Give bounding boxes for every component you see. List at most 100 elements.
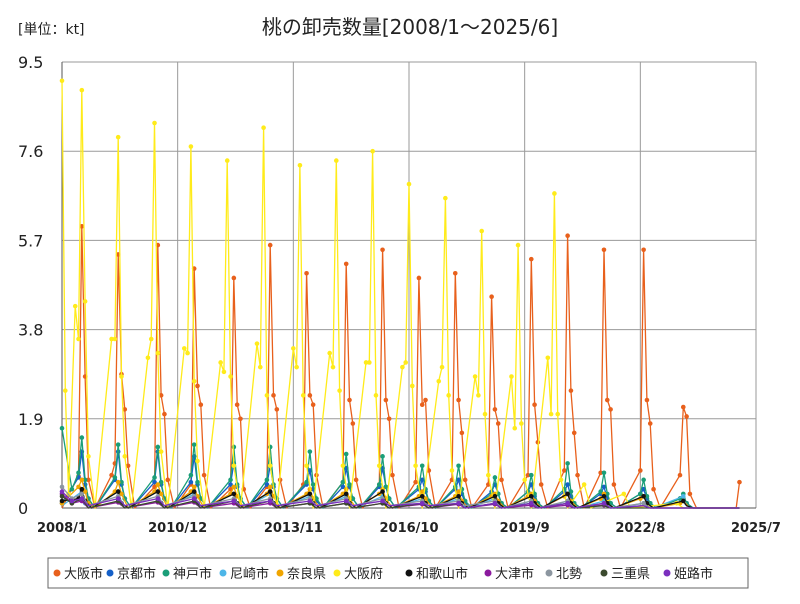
data-point [264, 482, 270, 487]
data-point [152, 479, 157, 485]
data-point [347, 482, 352, 487]
legend-marker [276, 569, 284, 577]
data-point [195, 383, 200, 389]
data-point [353, 477, 359, 483]
data-point [651, 486, 656, 492]
data-point [294, 364, 299, 370]
data-point [641, 477, 646, 483]
data-point [152, 475, 157, 480]
data-point [231, 498, 237, 504]
data-point [601, 470, 607, 476]
data-point [155, 444, 161, 450]
legend-marker [53, 569, 61, 577]
data-point [528, 493, 534, 499]
data-point [267, 498, 273, 504]
data-point [509, 374, 514, 379]
data-point [598, 489, 603, 494]
series-5 [59, 78, 740, 509]
data-point [155, 482, 161, 487]
y-tick-label: 5.7 [18, 231, 43, 250]
data-point [59, 498, 65, 504]
data-point [109, 472, 114, 478]
data-point [231, 484, 237, 490]
data-point [86, 454, 91, 459]
data-point [406, 181, 412, 187]
data-point [271, 393, 276, 398]
data-point [79, 87, 85, 93]
data-point [499, 477, 504, 483]
data-point [571, 430, 577, 436]
data-point [307, 491, 313, 497]
data-point [492, 493, 498, 499]
x-tick-label: 2013/11 [264, 521, 323, 536]
y-tick-label: 3.8 [18, 321, 43, 340]
data-point [495, 421, 501, 426]
data-point [641, 247, 646, 253]
data-point [155, 489, 161, 494]
legend-label: 大阪市 [64, 566, 103, 582]
data-point [525, 472, 531, 478]
legend-item: 大阪市 [53, 566, 103, 582]
data-point [79, 477, 85, 483]
legend-item: 尼崎市 [219, 566, 269, 582]
data-point [419, 493, 425, 499]
data-point [195, 479, 200, 485]
data-point [152, 120, 157, 126]
data-point [568, 489, 574, 494]
data-point [158, 479, 164, 485]
data-point [304, 270, 309, 276]
data-point [413, 479, 418, 485]
data-point [158, 491, 164, 497]
data-point [383, 484, 389, 490]
data-point [79, 486, 85, 492]
legend-item: 大阪府 [333, 567, 383, 582]
data-point [267, 444, 273, 450]
data-point [221, 369, 227, 375]
data-point [423, 397, 428, 403]
data-point [528, 501, 534, 506]
data-point [333, 158, 339, 163]
data-point [446, 393, 451, 398]
data-point [558, 477, 564, 483]
data-point [565, 501, 570, 506]
data-point [307, 498, 313, 504]
data-point [449, 468, 455, 473]
data-point [82, 299, 88, 304]
data-point [419, 463, 425, 469]
data-point [188, 472, 194, 478]
series-line [61, 491, 740, 509]
data-point [638, 491, 643, 497]
data-point [380, 489, 385, 494]
data-point [552, 191, 557, 196]
data-point [59, 484, 65, 490]
data-point [119, 479, 124, 485]
data-point [201, 472, 207, 478]
data-point [456, 493, 461, 499]
data-point [363, 360, 369, 365]
data-point [575, 472, 580, 478]
data-point [76, 484, 81, 490]
data-point [76, 336, 81, 342]
data-point [677, 472, 683, 478]
data-point [231, 491, 237, 497]
data-point [608, 407, 613, 412]
data-point [489, 294, 494, 300]
data-point [367, 360, 372, 365]
data-point [538, 482, 544, 487]
data-point [555, 411, 561, 417]
data-point [436, 378, 442, 384]
legend-item: 奈良県 [276, 566, 326, 582]
legend-label: 大津市 [495, 566, 534, 582]
data-point [373, 393, 379, 398]
legend-marker [106, 569, 114, 577]
data-point [337, 388, 342, 393]
data-point [684, 414, 689, 419]
series-2 [59, 425, 740, 509]
data-point [380, 498, 385, 504]
data-point [155, 350, 161, 356]
data-point [376, 482, 382, 487]
data-point [261, 125, 266, 131]
data-point [380, 454, 385, 459]
data-point [545, 355, 551, 361]
data-point [86, 477, 91, 483]
